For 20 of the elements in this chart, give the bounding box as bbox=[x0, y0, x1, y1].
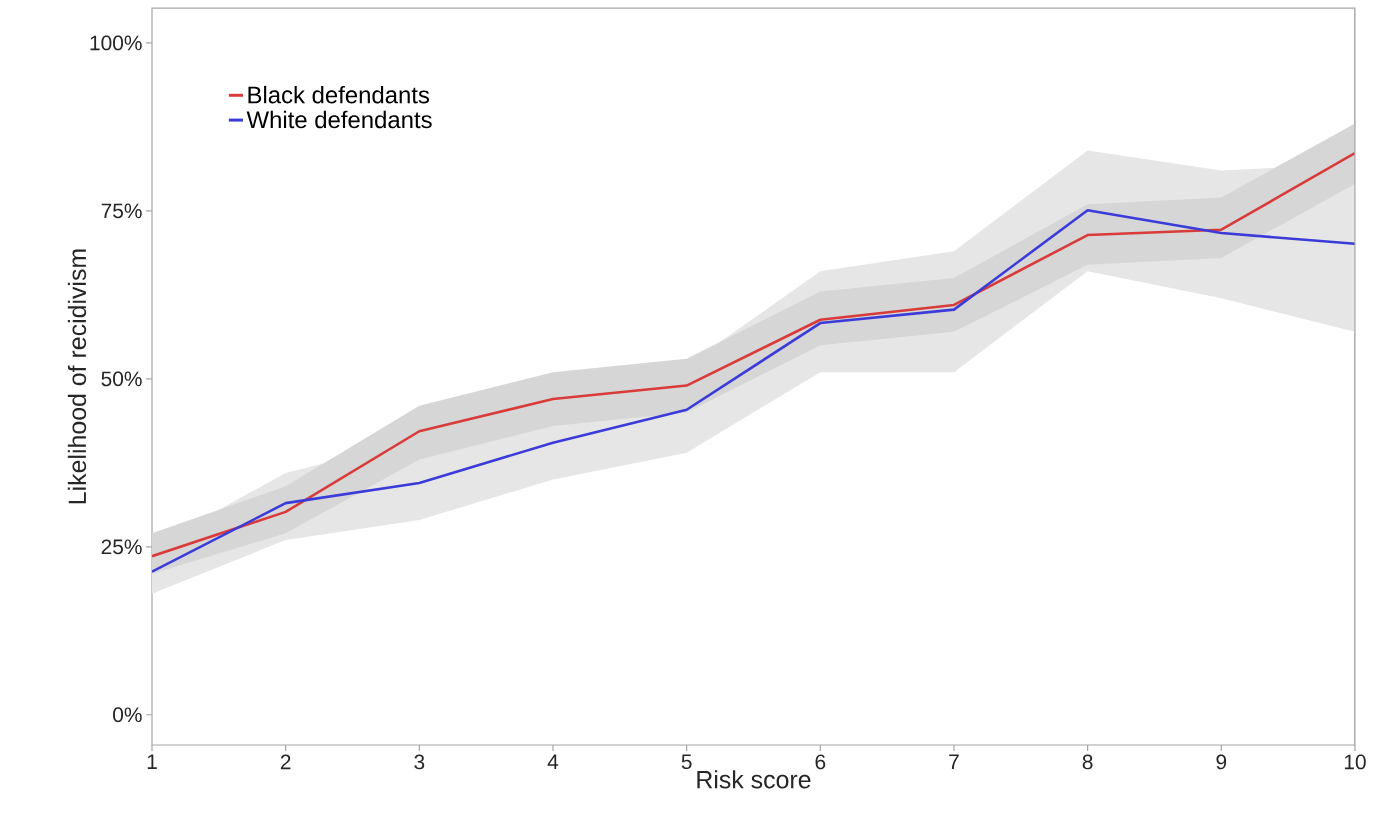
x-axis-title: Risk score bbox=[697, 770, 811, 789]
y-tick-label: 25% bbox=[101, 539, 142, 555]
x-tick-label: 3 bbox=[414, 754, 425, 770]
x-tick-label: 5 bbox=[681, 754, 692, 770]
y-tick-label: 75% bbox=[101, 203, 142, 219]
x-tick-label: 8 bbox=[1082, 754, 1093, 770]
x-tick-label: 7 bbox=[949, 754, 959, 769]
x-tick-label: 6 bbox=[815, 754, 826, 770]
y-axis-title: Likelihood of recidivism bbox=[67, 249, 87, 504]
y-tick-label: 0% bbox=[113, 707, 142, 723]
y-tick-label: 100% bbox=[90, 35, 142, 51]
x-tick-label: 1 bbox=[147, 754, 157, 769]
x-tick-label: 9 bbox=[1216, 754, 1227, 770]
x-tick-label: 2 bbox=[280, 754, 291, 770]
line-series bbox=[152, 208, 1355, 573]
legend-label: White defendants bbox=[246, 110, 432, 129]
x-tick-label: 10 bbox=[1344, 754, 1366, 770]
legend-label: Black defendants bbox=[248, 85, 430, 104]
y-tick-label: 50% bbox=[101, 371, 142, 387]
x-tick-label: 4 bbox=[547, 754, 559, 769]
